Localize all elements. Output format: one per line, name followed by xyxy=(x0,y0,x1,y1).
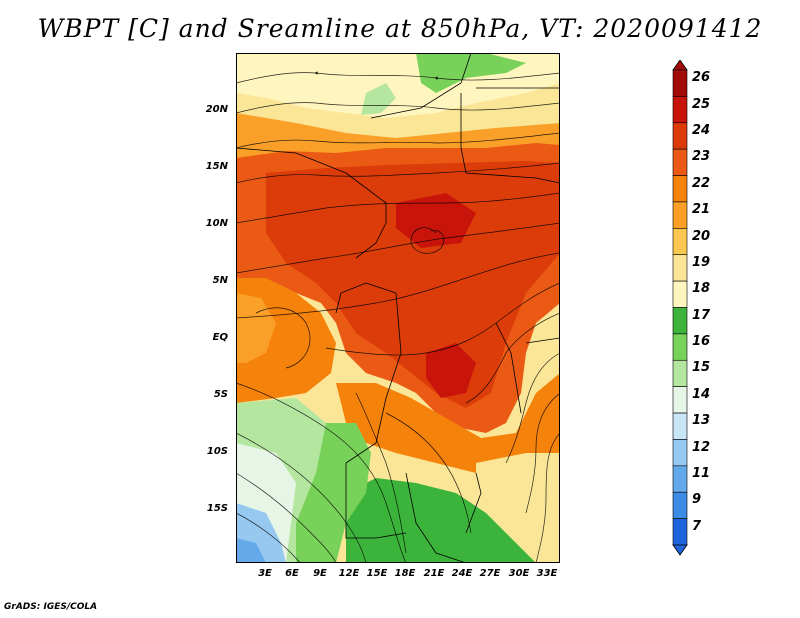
lat-label-15n: 15N xyxy=(205,161,228,172)
colorbar-segment xyxy=(672,148,688,176)
lat-label-eq: EQ xyxy=(212,332,228,343)
lon-label-15e: 15E xyxy=(366,568,388,579)
colorbar-segment xyxy=(672,254,688,282)
colorbar-segment xyxy=(672,439,688,467)
lon-label-3e: 3E xyxy=(258,568,272,579)
lon-label-27e: 27E xyxy=(479,568,501,579)
colorbar-segment xyxy=(672,386,688,414)
colorbar-label: 24 xyxy=(692,122,711,138)
wbpt-region-palegreen-north xyxy=(361,83,396,115)
colorbar-segment xyxy=(672,96,688,124)
lon-label-30e: 30E xyxy=(508,568,530,579)
colorbar-segment xyxy=(672,307,688,335)
colorbar-segment xyxy=(672,175,688,203)
colorbar-segment xyxy=(672,465,688,493)
grads-credit: GrADS: IGES/COLA xyxy=(4,602,98,612)
colorbar-label: 23 xyxy=(692,149,711,165)
lon-label-33e: 33E xyxy=(536,568,558,579)
lon-label-9e: 9E xyxy=(313,568,327,579)
lat-label-15s: 15S xyxy=(206,503,228,514)
colorbar-segment xyxy=(672,333,688,361)
wbpt-region-blue-southwest xyxy=(236,538,266,563)
colorbar-segment xyxy=(672,228,688,256)
colorbar-label: 18 xyxy=(692,281,711,297)
lat-label-10n: 10N xyxy=(205,218,228,229)
colorbar-segment xyxy=(672,122,688,150)
colorbar-top-arrow xyxy=(672,60,688,71)
colorbar-label: 19 xyxy=(692,254,711,270)
colorbar xyxy=(672,60,688,556)
lon-label-21e: 21E xyxy=(423,568,445,579)
lon-label-24e: 24E xyxy=(451,568,473,579)
map-panel xyxy=(236,53,560,563)
lat-label-5n: 5N xyxy=(212,275,228,286)
lat-label-5s: 5S xyxy=(213,389,228,400)
chart-title: WBPT [C] and Sreamline at 850hPa, VT: 20… xyxy=(37,14,763,43)
colorbar-label: 20 xyxy=(692,228,711,244)
colorbar-label: 15 xyxy=(692,360,711,376)
lon-label-6e: 6E xyxy=(285,568,299,579)
map-frame xyxy=(236,53,560,563)
colorbar-label: 16 xyxy=(692,334,711,350)
colorbar-label: 9 xyxy=(692,492,702,508)
colorbar-label: 26 xyxy=(692,70,711,86)
wbpt-region-darkred-1 xyxy=(396,193,476,248)
lat-label-10s: 10S xyxy=(206,446,228,457)
colorbar-segment xyxy=(672,201,688,229)
colorbar-label: 17 xyxy=(692,307,711,323)
wbpt-region-green-south xyxy=(346,478,536,563)
colorbar-label: 11 xyxy=(692,466,711,482)
streamlines xyxy=(236,71,560,563)
colorbar-label: 21 xyxy=(692,202,711,218)
lat-label-20n: 20N xyxy=(205,104,228,115)
country-borders xyxy=(236,53,560,563)
wbpt-region-paleyellow-southeast xyxy=(476,453,560,543)
wbpt-region-yelloworange-west xyxy=(236,293,276,363)
lon-label-12e: 12E xyxy=(338,568,360,579)
colorbar-segment xyxy=(672,518,688,546)
wbpt-region-red-core xyxy=(266,161,560,408)
colorbar-label: 13 xyxy=(692,413,711,429)
colorbar-segment xyxy=(672,280,688,308)
colorbar-label: 7 xyxy=(692,518,702,534)
colorbar-segment xyxy=(672,359,688,387)
colorbar-bottom-arrow xyxy=(672,544,688,556)
wbpt-region-darkred-2 xyxy=(426,343,476,398)
colorbar-label: 12 xyxy=(692,439,711,455)
colorbar-label: 22 xyxy=(692,175,711,191)
colorbar-label: 25 xyxy=(692,96,711,112)
wbpt-region-orange-south xyxy=(336,373,560,483)
colorbar-segment xyxy=(672,69,688,97)
colorbar-label: 14 xyxy=(692,386,711,402)
lon-label-18e: 18E xyxy=(394,568,416,579)
wbpt-region-green-north xyxy=(416,53,526,93)
colorbar-segment xyxy=(672,412,688,440)
colorbar-segment xyxy=(672,491,688,519)
